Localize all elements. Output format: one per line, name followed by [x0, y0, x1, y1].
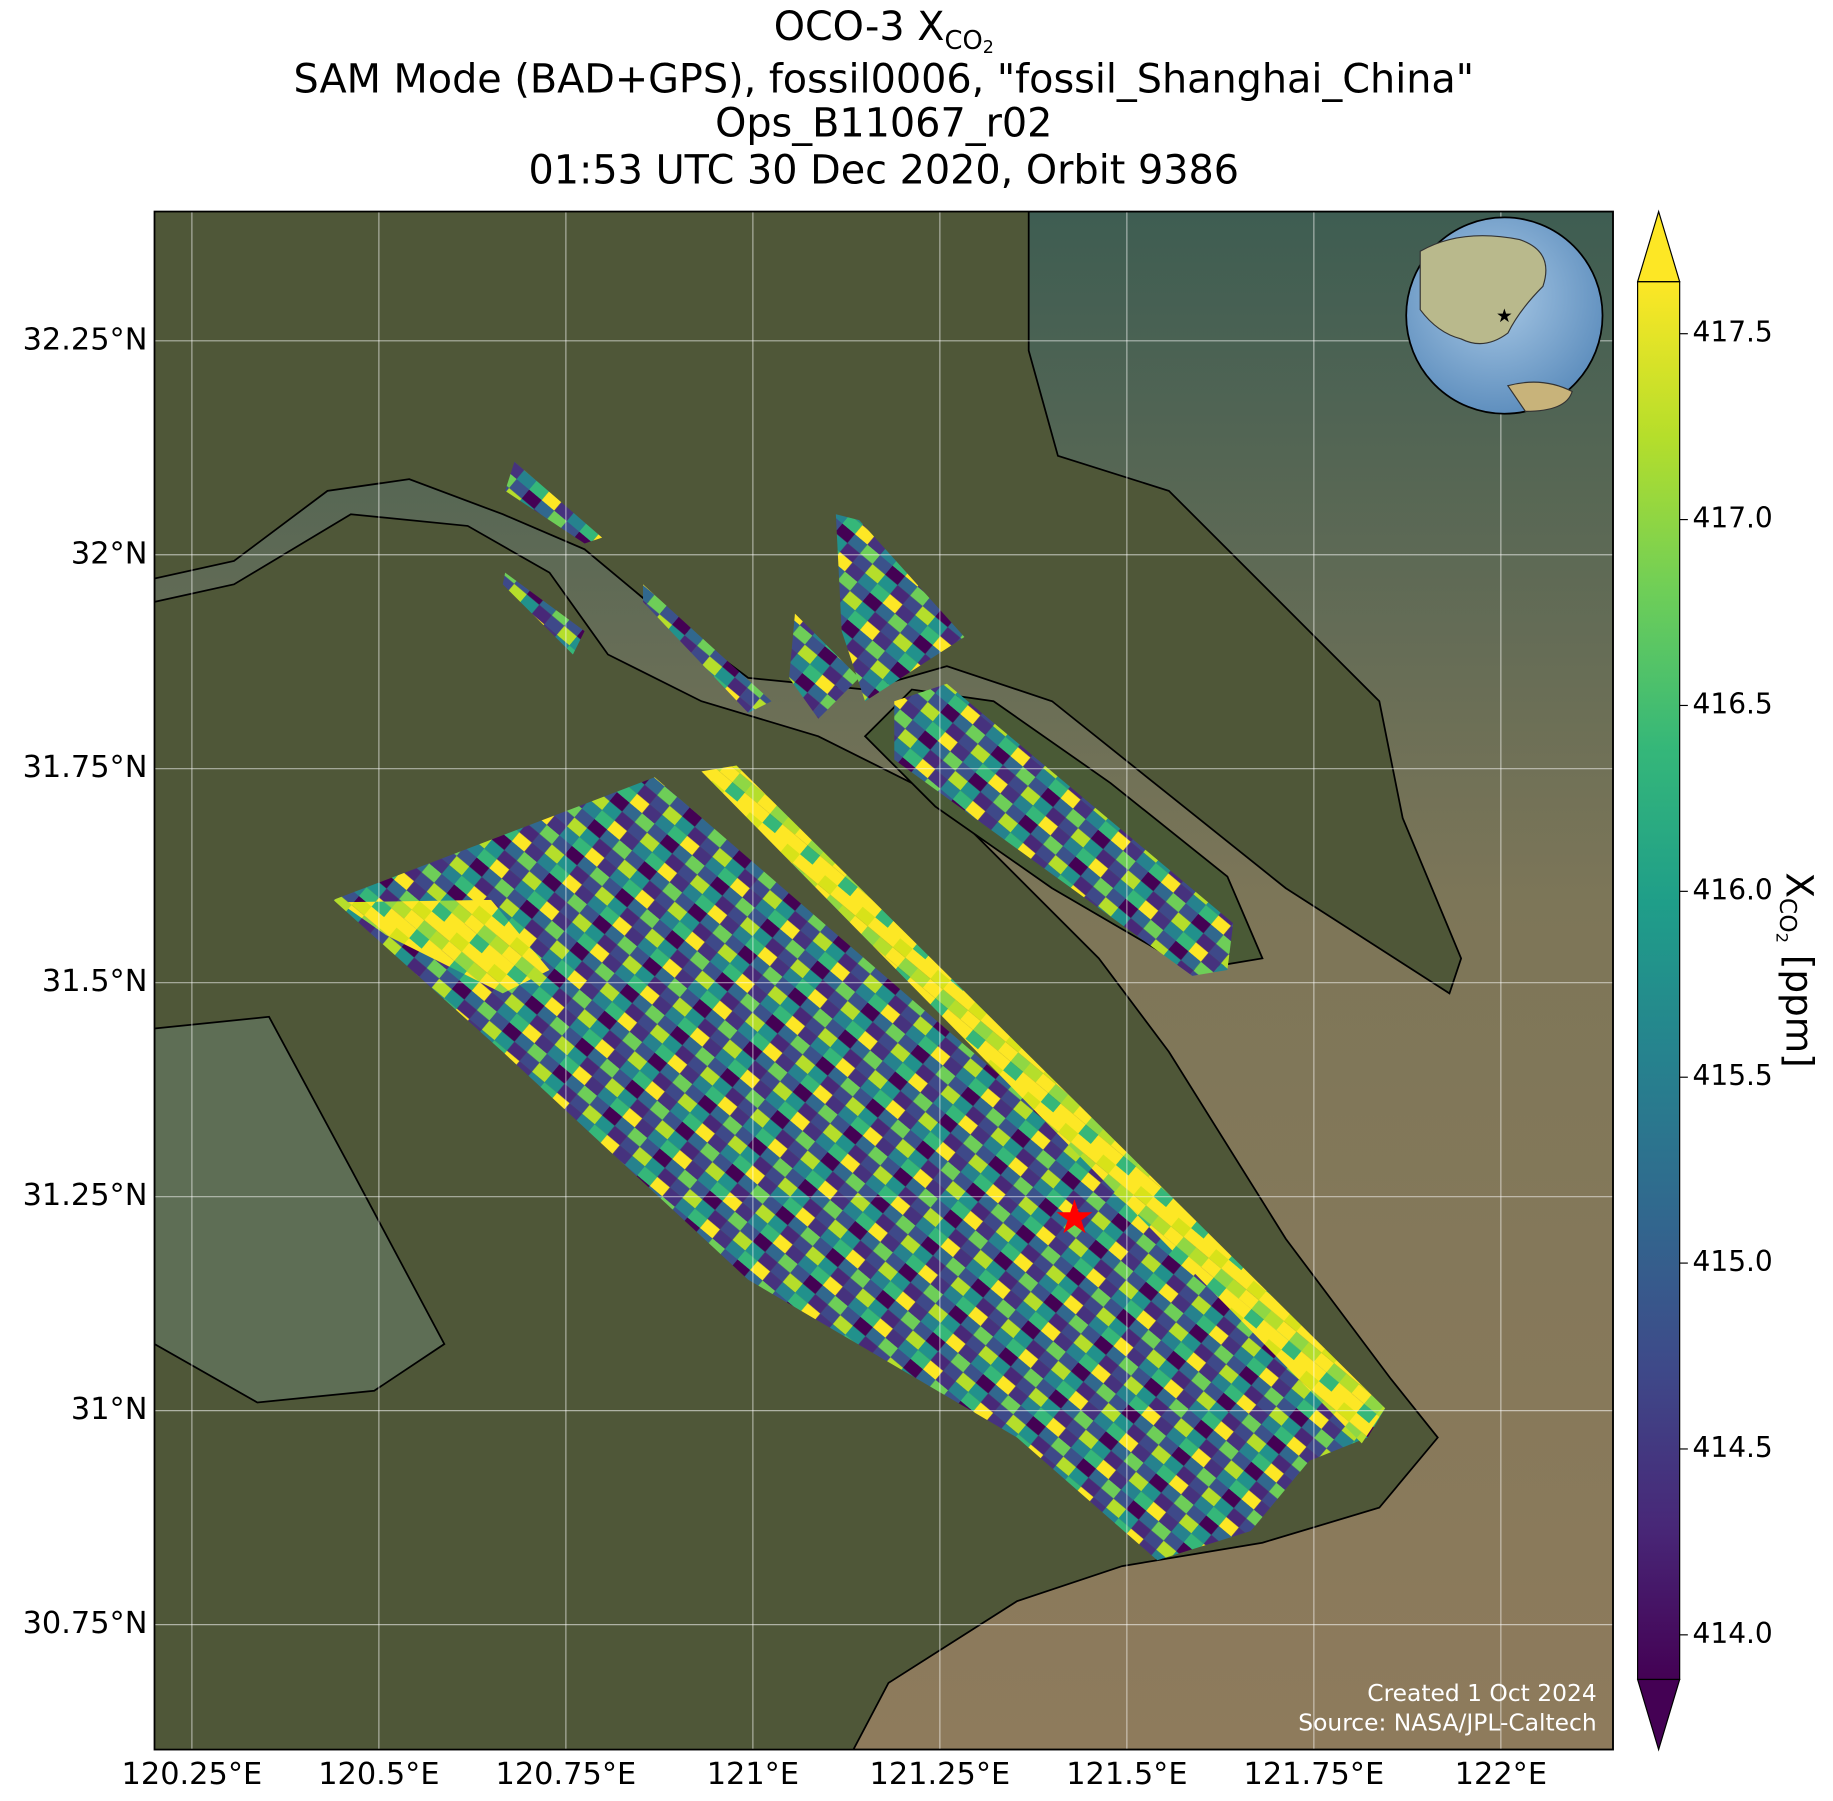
title-sub: CO — [945, 25, 983, 55]
title-text: OCO-3 X — [774, 4, 945, 50]
colorbar-label-sub: CO — [1775, 898, 1803, 933]
colorbar-tick-label: 415.5 — [1693, 1059, 1773, 1092]
x-tick-label: 120.75°E — [496, 1757, 637, 1792]
colorbar-frame — [1637, 281, 1681, 1681]
map-background: ★ — [154, 211, 1614, 1750]
x-tick-label: 120.25°E — [122, 1757, 263, 1792]
colorbar-extend-low — [1636, 1678, 1681, 1752]
colorbar-label-text: X — [1778, 872, 1822, 898]
taihu-lake — [154, 1015, 446, 1404]
colorbar-label-subsub: 2 — [1773, 933, 1792, 943]
x-tick-label: 121.5°E — [1066, 1757, 1187, 1792]
colorbar-tick-label: 416.5 — [1693, 687, 1773, 720]
colorbar-tick-label: 414.0 — [1693, 1617, 1773, 1650]
colorbar-tick-label: 416.0 — [1693, 873, 1773, 906]
globe-land — [1506, 381, 1573, 412]
colorbar-body — [1637, 281, 1680, 1680]
grid — [154, 211, 1614, 1750]
swath — [835, 514, 965, 702]
x-tick-label: 121.75°E — [1244, 1757, 1385, 1792]
title: OCO-3 XCO2 — [774, 4, 994, 58]
x-tick-label: 121°E — [707, 1757, 799, 1792]
swath — [643, 584, 772, 713]
swath — [505, 461, 603, 544]
swath — [333, 777, 1386, 1561]
swath — [502, 572, 585, 655]
credit: Source: NASA/JPL-Caltech — [1298, 1708, 1596, 1736]
x-tick-label: 122°E — [1455, 1757, 1547, 1792]
colorbar-tick-label: 417.0 — [1693, 502, 1773, 535]
map-frame — [153, 210, 1614, 1751]
y-tick-label: 31°N — [71, 1392, 148, 1427]
colorbar-tick-label: 414.5 — [1693, 1431, 1773, 1464]
colorbar-label-unit: [ppm] — [1778, 955, 1822, 1068]
x-tick-label: 120.5°E — [318, 1757, 439, 1792]
globe-land — [1419, 235, 1547, 345]
subtitle: 01:53 UTC 30 Dec 2020, Orbit 9386 — [528, 147, 1239, 193]
subtitle: Ops_B11067_r02 — [715, 101, 1052, 147]
swath — [701, 765, 1386, 1444]
colorbar-extend-high — [1636, 209, 1681, 283]
title-subsub: 2 — [983, 38, 994, 58]
swath — [789, 613, 860, 719]
y-tick-label: 31.75°N — [23, 750, 148, 785]
inset-globe: ★ — [1405, 216, 1604, 415]
y-tick-label: 31.5°N — [42, 964, 148, 999]
site-marker: ★ — [1054, 1191, 1096, 1245]
colorbar-tick-label: 417.5 — [1693, 316, 1773, 349]
swath — [339, 899, 550, 994]
globe-site-star: ★ — [1496, 306, 1513, 327]
swath — [894, 683, 1234, 976]
y-tick-label: 31.25°N — [23, 1178, 148, 1213]
y-tick-label: 30.75°N — [23, 1606, 148, 1641]
y-tick-label: 32°N — [71, 536, 148, 571]
credit: Created 1 Oct 2024 — [1367, 1679, 1596, 1707]
subtitle: SAM Mode (BAD+GPS), fossil0006, "fossil_… — [294, 56, 1475, 102]
x-tick-label: 121.25°E — [870, 1757, 1011, 1792]
colorbar-tick-label: 415.0 — [1693, 1245, 1773, 1278]
colorbar-label: XCO2 [ppm] — [1773, 872, 1822, 1067]
colorbar: 414.0 414.5 415.0 415.5 416.0 416.5 417.0 417.5 — [1636, 209, 1773, 1752]
y-tick-label: 32.25°N — [23, 322, 148, 357]
